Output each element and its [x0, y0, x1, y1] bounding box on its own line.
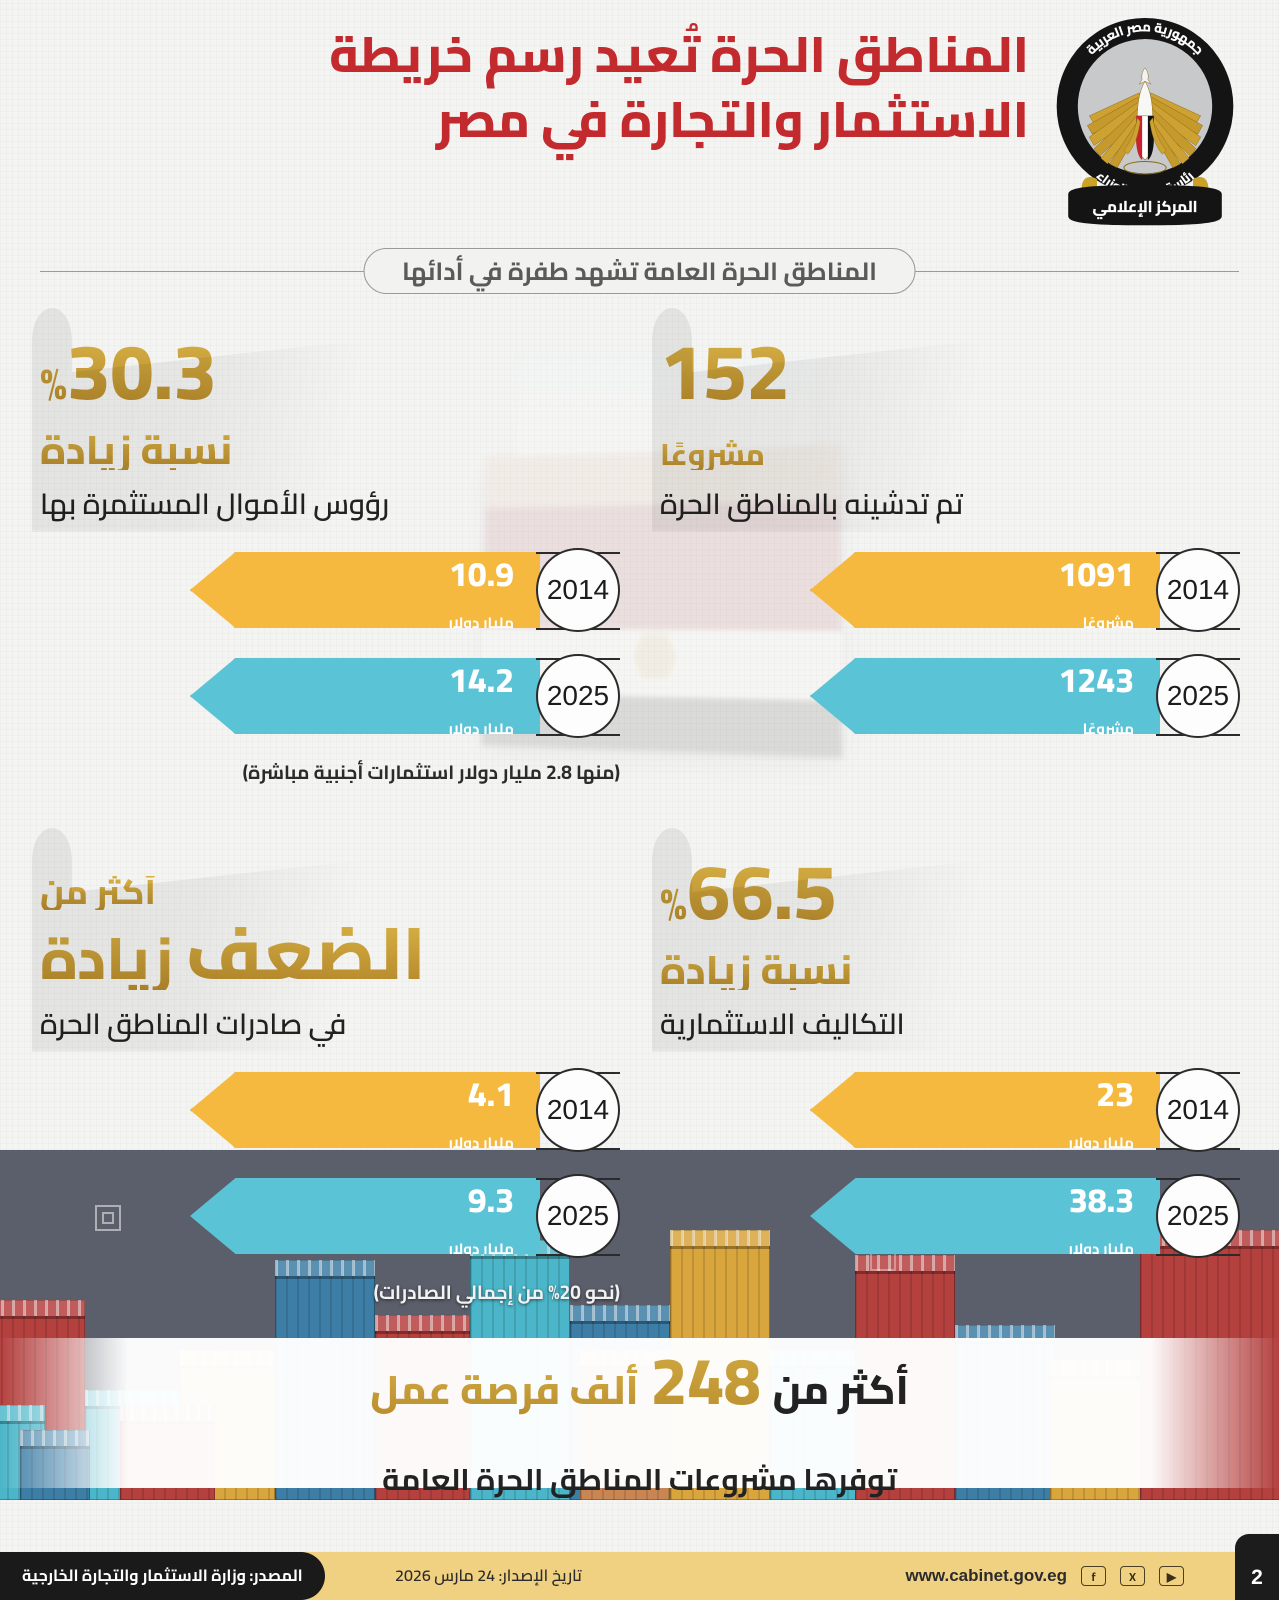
svg-text:المركز الإعلامي: المركز الإعلامي	[1093, 192, 1198, 221]
